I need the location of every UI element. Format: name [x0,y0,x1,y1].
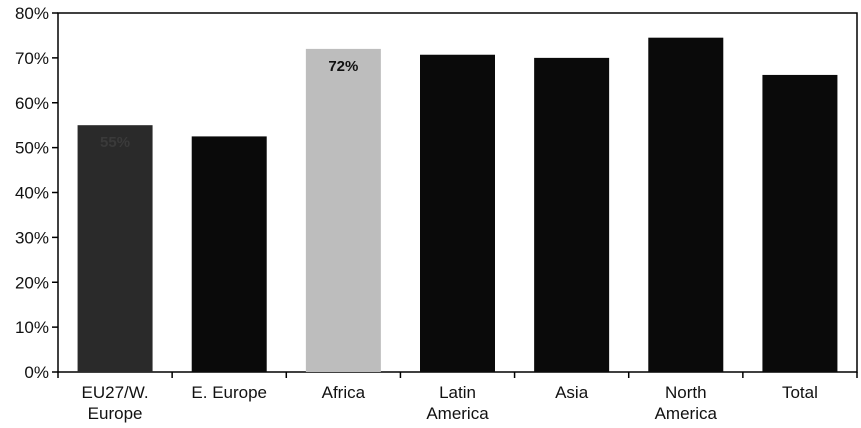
x-category-label: Latin [439,383,476,402]
x-category-label: E. Europe [191,383,267,402]
x-category-label: EU27/W. [82,383,149,402]
bar [648,37,724,373]
x-category-label: Africa [322,383,366,402]
bar [191,136,267,372]
y-tick-label: 10% [15,318,49,337]
x-category-label: Asia [555,383,589,402]
y-tick-label: 20% [15,273,49,292]
y-tick-label: 0% [24,363,49,382]
y-tick-label: 70% [15,49,49,68]
x-category-label: Total [782,383,818,402]
x-category-label: Europe [88,404,143,423]
y-tick-label: 60% [15,94,49,113]
data-label: 55% [100,134,130,151]
x-category-label: North [665,383,707,402]
bar [305,48,381,373]
x-category-label: America [655,404,718,423]
bar [534,57,610,372]
y-tick-label: 50% [15,139,49,158]
bar [762,74,838,373]
data-label: 72% [328,58,358,75]
y-tick-label: 40% [15,184,49,203]
bar [77,125,153,372]
x-category-label: America [426,404,489,423]
y-tick-label: 30% [15,228,49,247]
bar [420,54,495,372]
x-axis: EU27/W. Europe E. Europe Africa Latin America… [57,372,858,423]
y-axis: 0% 10% 20% 30% 40% 50% 60% 70% 80% [15,4,58,382]
y-tick-label: 80% [15,4,49,23]
bars-group: 55% 72% [77,37,838,373]
